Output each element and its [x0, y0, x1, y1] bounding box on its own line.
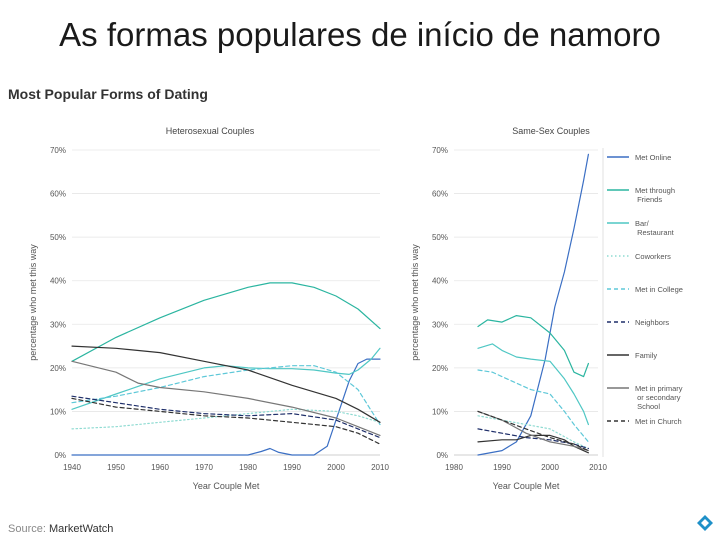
series-line: [477, 153, 590, 456]
x-tick-label: 2010: [371, 463, 389, 472]
legend-label: Met in College: [635, 285, 683, 294]
legend-label: Met through Friends: [635, 186, 675, 204]
series-line: [477, 343, 590, 426]
x-tick-label: 1950: [107, 463, 125, 472]
x-tick-label: 1990: [493, 463, 511, 472]
y-tick-label: 0%: [436, 451, 448, 460]
series-line: [71, 347, 381, 410]
legend-label: Neighbors: [635, 318, 669, 327]
panel-title: Same-Sex Couples: [512, 126, 590, 136]
figure-title: Most Popular Forms of Dating: [8, 86, 208, 102]
series-line: [71, 397, 381, 445]
series-line: [71, 408, 381, 430]
legend-label: Coworkers: [635, 252, 671, 261]
y-tick-label: 70%: [432, 146, 448, 155]
series-line: [71, 358, 381, 456]
y-tick-label: 60%: [50, 190, 66, 199]
y-tick-label: 30%: [432, 320, 448, 329]
series-line: [477, 315, 590, 378]
y-axis-label: percentage who met this way: [28, 244, 38, 361]
x-tick-label: 2010: [589, 463, 607, 472]
series-line: [71, 365, 381, 426]
y-tick-label: 50%: [432, 233, 448, 242]
y-tick-label: 70%: [50, 146, 66, 155]
x-tick-label: 1970: [195, 463, 213, 472]
y-axis-label: percentage who met this way: [410, 244, 420, 361]
source-label: Source:: [8, 523, 46, 535]
y-tick-label: 10%: [50, 407, 66, 416]
brand-logo-icon: [697, 515, 713, 531]
x-tick-label: 2000: [541, 463, 559, 472]
series-line: [477, 369, 590, 443]
slide-title: As formas populares de início de namoro: [59, 16, 661, 53]
panel-title: Heterosexual Couples: [166, 126, 255, 136]
y-tick-label: 30%: [50, 320, 66, 329]
series-line: [71, 282, 381, 362]
legend-label: Met in Church: [635, 417, 682, 426]
series-line: [477, 428, 590, 450]
x-tick-label: 1980: [445, 463, 463, 472]
legend-label: Family: [635, 351, 657, 360]
x-axis-label: Year Couple Met: [193, 481, 260, 491]
x-axis-label: Year Couple Met: [493, 481, 560, 491]
y-tick-label: 0%: [54, 451, 66, 460]
y-tick-label: 40%: [432, 277, 448, 286]
y-tick-label: 50%: [50, 233, 66, 242]
x-tick-label: 1940: [63, 463, 81, 472]
source-note: Source: MarketWatch: [8, 523, 113, 535]
series-line: [71, 345, 381, 423]
series-line: [477, 410, 590, 452]
x-tick-label: 1960: [151, 463, 169, 472]
legend-label: Bar/ Restaurant: [635, 219, 675, 237]
legend-label: Met in primary or secondary School: [635, 384, 683, 411]
x-tick-label: 2000: [327, 463, 345, 472]
y-tick-label: 20%: [50, 364, 66, 373]
x-tick-label: 1980: [239, 463, 257, 472]
source-value: MarketWatch: [48, 523, 114, 535]
x-tick-label: 1990: [283, 463, 301, 472]
series-line: [477, 415, 590, 450]
y-tick-label: 40%: [50, 277, 66, 286]
legend-label: Met Online: [635, 153, 671, 162]
y-tick-label: 20%: [432, 364, 448, 373]
y-tick-label: 10%: [432, 407, 448, 416]
series-line: [71, 395, 381, 439]
y-tick-label: 60%: [432, 190, 448, 199]
series-line: [71, 360, 381, 436]
series-line: [477, 434, 590, 454]
